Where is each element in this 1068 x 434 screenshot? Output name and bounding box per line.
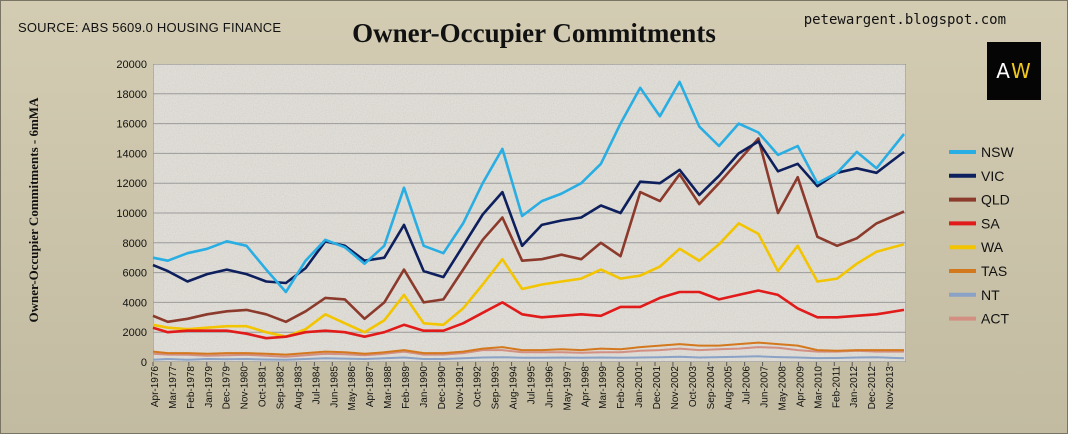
y-tick-label: 20000 xyxy=(116,59,147,71)
series-line-sa xyxy=(152,289,905,340)
x-tick-label: Jul-1995 xyxy=(527,366,538,405)
series-line-nt xyxy=(152,355,905,361)
x-tick-label: Jun-2007 xyxy=(760,366,771,408)
x-tick-label: Jan-1979 xyxy=(204,366,215,408)
y-tick-label: 16000 xyxy=(116,119,147,131)
x-tick-label: Aug-1994 xyxy=(509,366,520,410)
y-tick-label: 0 xyxy=(141,357,147,369)
x-tick-label: Sep-1993 xyxy=(491,366,502,410)
x-tick-label: Dec-1990 xyxy=(437,366,448,410)
x-tick-label: Jan-1990 xyxy=(419,366,430,408)
x-tick-label: Jul-1984 xyxy=(311,366,322,405)
x-tick-label: May-1986 xyxy=(347,366,358,411)
x-tick-label: Apr-1976 xyxy=(150,366,161,408)
x-tick-label: Apr-1998 xyxy=(580,366,591,408)
x-tick-label: Apr-2009 xyxy=(795,366,806,408)
blog-url[interactable]: petewargent.blogspot.com xyxy=(803,12,1006,28)
x-tick-label: Dec-2012 xyxy=(867,366,878,410)
series-line-act xyxy=(152,346,904,358)
source-label: SOURCE: ABS 5609.0 HOUSING FINANCE xyxy=(18,20,282,35)
legend-label-nsw: NSW xyxy=(981,144,1014,160)
x-tick-label: May-2008 xyxy=(778,366,789,411)
x-tick-label: Oct-2003 xyxy=(688,366,699,408)
y-tick-label: 2000 xyxy=(123,327,147,339)
x-tick-label: Aug-2005 xyxy=(724,366,735,410)
x-tick-label: May-1997 xyxy=(562,366,573,411)
x-tick-label: Jul-2006 xyxy=(742,366,753,405)
x-tick-label: Apr-1987 xyxy=(365,366,376,408)
series-line-tas xyxy=(152,341,904,356)
y-tick-label: 6000 xyxy=(123,268,147,280)
series-lines xyxy=(152,80,906,361)
logo-letter-a: A xyxy=(996,59,1011,83)
x-tick-label: Jun-1996 xyxy=(544,366,555,408)
chart-title: Owner-Occupier Commitments xyxy=(352,18,716,48)
y-tick-label: 10000 xyxy=(116,208,147,220)
x-axis-ticks: Apr-1976 Mar-1977 Feb-1978 Jan-1979 Dec-1979… xyxy=(150,362,896,410)
y-tick-label: 8000 xyxy=(123,238,147,250)
legend-label-vic: VIC xyxy=(981,168,1004,184)
x-tick-label: Mar-2010 xyxy=(813,366,824,409)
x-tick-label: Feb-2000 xyxy=(616,366,627,409)
x-tick-label: Mar-1999 xyxy=(598,366,609,409)
series-line-nsw xyxy=(152,80,906,294)
x-tick-label: Feb-1989 xyxy=(401,366,412,409)
x-tick-label: Feb-2011 xyxy=(831,366,842,409)
x-tick-label: Jan-2012 xyxy=(849,366,860,408)
legend-label-qld: QLD xyxy=(981,192,1010,208)
x-tick-label: Jun-1985 xyxy=(329,366,340,408)
x-tick-label: Dec-2001 xyxy=(652,366,663,410)
legend-label-tas: TAS xyxy=(981,263,1007,279)
logo-letter-w: W xyxy=(1010,59,1032,83)
x-tick-label: Nov-2013 xyxy=(885,366,896,410)
x-tick-label: Mar-1977 xyxy=(168,366,179,409)
x-tick-label: Mar-1988 xyxy=(383,366,394,409)
legend: NSW VIC QLD SA WA TAS NT ACT xyxy=(949,144,1014,327)
series-line-qld xyxy=(152,137,905,324)
legend-label-sa: SA xyxy=(981,215,1000,231)
x-tick-label: Nov-1980 xyxy=(240,366,251,410)
legend-label-wa: WA xyxy=(981,239,1004,255)
x-tick-label: Feb-1978 xyxy=(186,366,197,409)
y-tick-label: 14000 xyxy=(116,148,147,160)
x-tick-label: Sep-2004 xyxy=(706,366,717,410)
x-tick-label: Jan-2001 xyxy=(634,366,645,408)
x-tick-label: Aug-1983 xyxy=(293,366,304,410)
x-tick-label: Nov-2002 xyxy=(670,366,681,410)
y-tick-label: 18000 xyxy=(116,89,147,101)
series-line-vic xyxy=(152,140,905,285)
y-tick-label: 4000 xyxy=(123,297,147,309)
legend-label-nt: NT xyxy=(981,287,1000,303)
x-tick-label: Oct-1981 xyxy=(258,366,269,408)
y-tick-label: 12000 xyxy=(116,178,147,190)
series-line-wa xyxy=(152,222,905,339)
x-tick-label: Dec-1979 xyxy=(222,366,233,410)
x-tick-label: Oct-1992 xyxy=(473,366,484,408)
grid-lines xyxy=(153,93,906,333)
x-tick-label: Sep-1982 xyxy=(276,366,287,410)
x-tick-label: Nov-1991 xyxy=(455,366,466,410)
legend-label-act: ACT xyxy=(981,311,1009,327)
y-axis-ticks: 0 2000 4000 6000 8000 10000 12000 14000 16000 180… xyxy=(116,59,147,369)
